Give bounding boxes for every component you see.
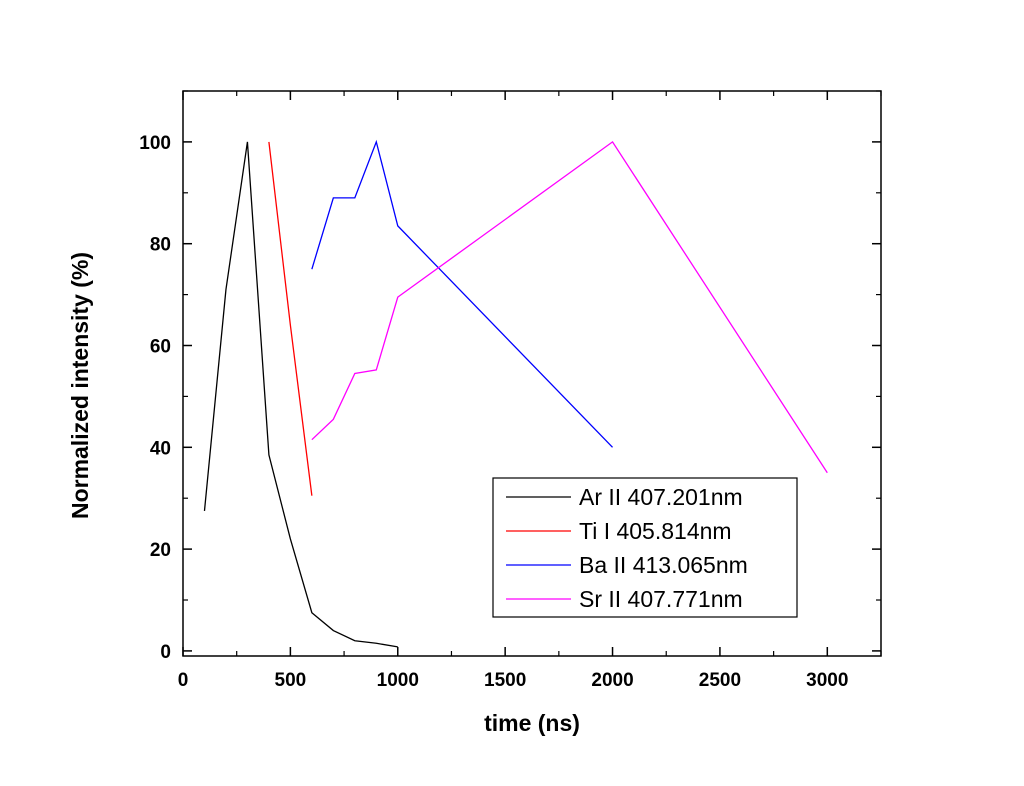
x-tick-label: 2000 <box>591 670 633 691</box>
x-tick-label: 1500 <box>484 670 526 691</box>
legend-box <box>492 477 798 618</box>
series-line-3 <box>311 140 828 474</box>
y-tick-label: 0 <box>160 642 171 663</box>
series-line-1 <box>268 141 313 496</box>
x-tick-label: 2500 <box>699 670 741 691</box>
tick-labels: 0 500 1000 1500 2000 2500 3000 0 20 40 60 80 100 <box>139 133 848 691</box>
x-tick-label: 500 <box>275 670 307 691</box>
plot-frame <box>182 90 882 657</box>
x-tick-label: 0 <box>178 670 189 691</box>
legend-label: Ti I 405.814nm <box>579 518 732 544</box>
legend-label: Sr II 407.771nm <box>579 586 743 612</box>
y-tick-label: 20 <box>150 540 171 561</box>
y-tick-label: 80 <box>150 235 171 256</box>
series-line-2 <box>311 139 614 448</box>
legend-label: Ba II 413.065nm <box>579 552 748 578</box>
y-tick-label: 100 <box>139 133 171 154</box>
series-lines <box>203 139 828 648</box>
y-tick-label: 40 <box>150 438 171 459</box>
axis-ticks <box>182 90 882 656</box>
x-tick-label: 1000 <box>377 670 419 691</box>
x-tick-label: 3000 <box>806 670 848 691</box>
legend-label: Ar II 407.201nm <box>579 484 743 510</box>
x-axis-title: time (ns) <box>484 710 580 736</box>
y-tick-label: 60 <box>150 337 171 358</box>
series-line-0 <box>203 141 398 648</box>
legend: Ar II 407.201nm Ti I 405.814nm Ba II 413.0… <box>492 477 798 618</box>
y-axis-title: Normalized intensity (%) <box>67 252 93 519</box>
